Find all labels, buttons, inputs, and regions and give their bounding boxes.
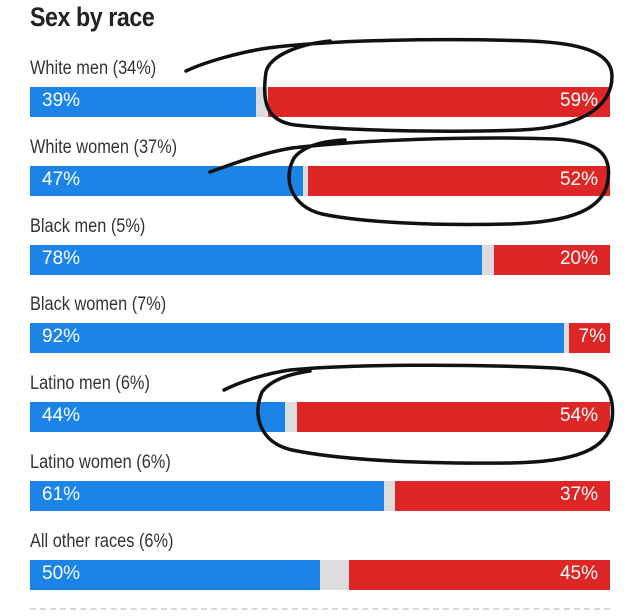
bar-segment-remainder: [563, 323, 570, 353]
bar-segment-remainder: [320, 560, 349, 590]
stacked-bar: 39% 59%: [30, 87, 610, 117]
stacked-bar: 44% 54%: [30, 402, 610, 432]
bar-segment-blue: 44%: [30, 402, 286, 432]
group-label: Latino women (6%): [30, 452, 171, 473]
value-label-blue: 39%: [42, 90, 81, 111]
value-label-blue: 61%: [42, 484, 81, 505]
value-label-red: 54%: [559, 405, 598, 426]
bar-segment-red: 59%: [267, 87, 610, 117]
stacked-bar: 50% 45%: [30, 560, 610, 590]
bar-segment-blue: 92%: [30, 323, 564, 353]
value-label-red: 20%: [559, 248, 598, 269]
bar-segment-remainder: [256, 87, 268, 117]
bar-segment-blue: 47%: [30, 166, 303, 196]
value-label-blue: 47%: [42, 169, 81, 190]
group-label: White women (37%): [30, 137, 178, 158]
group-label: White men (34%): [30, 58, 157, 79]
value-label-blue: 50%: [42, 563, 81, 584]
group-label: Black women (7%): [30, 294, 167, 315]
stacked-bar: 47% 52%: [30, 166, 610, 196]
bar-segment-remainder: [285, 402, 297, 432]
bar-segment-red: 54%: [296, 402, 610, 432]
group-label: Black men (5%): [30, 216, 146, 237]
stacked-bar: 92% 7%: [30, 323, 610, 353]
bar-segment-red: 20%: [493, 245, 610, 275]
bar-segment-remainder: [383, 481, 396, 511]
bar-segment-remainder: [482, 245, 494, 275]
bar-segment-blue: 39%: [30, 87, 257, 117]
value-label-red: 7%: [578, 326, 606, 347]
value-label-red: 37%: [559, 484, 598, 505]
bar-segment-blue: 50%: [30, 560, 320, 590]
value-label-red: 45%: [559, 563, 598, 584]
value-label-red: 59%: [559, 90, 598, 111]
stacked-bar: 78% 20%: [30, 245, 610, 275]
bar-segment-red: 37%: [395, 481, 610, 511]
chart-title: Sex by race: [30, 2, 155, 32]
bar-segment-blue: 78%: [30, 245, 483, 275]
stacked-bar: 61% 37%: [30, 481, 610, 511]
scribble-circle-white-men: [184, 37, 614, 133]
value-label-red: 52%: [559, 169, 598, 190]
bar-segment-red: 52%: [308, 166, 610, 196]
group-label: Latino men (6%): [30, 373, 150, 394]
bottom-divider: [30, 608, 610, 610]
value-label-blue: 92%: [42, 326, 81, 347]
value-label-blue: 44%: [42, 405, 81, 426]
bar-segment-red: 45%: [349, 560, 610, 590]
bar-segment-red: 7%: [569, 323, 610, 353]
group-label: All other races (6%): [30, 531, 174, 552]
value-label-blue: 78%: [42, 248, 81, 269]
bar-segment-blue: 61%: [30, 481, 384, 511]
